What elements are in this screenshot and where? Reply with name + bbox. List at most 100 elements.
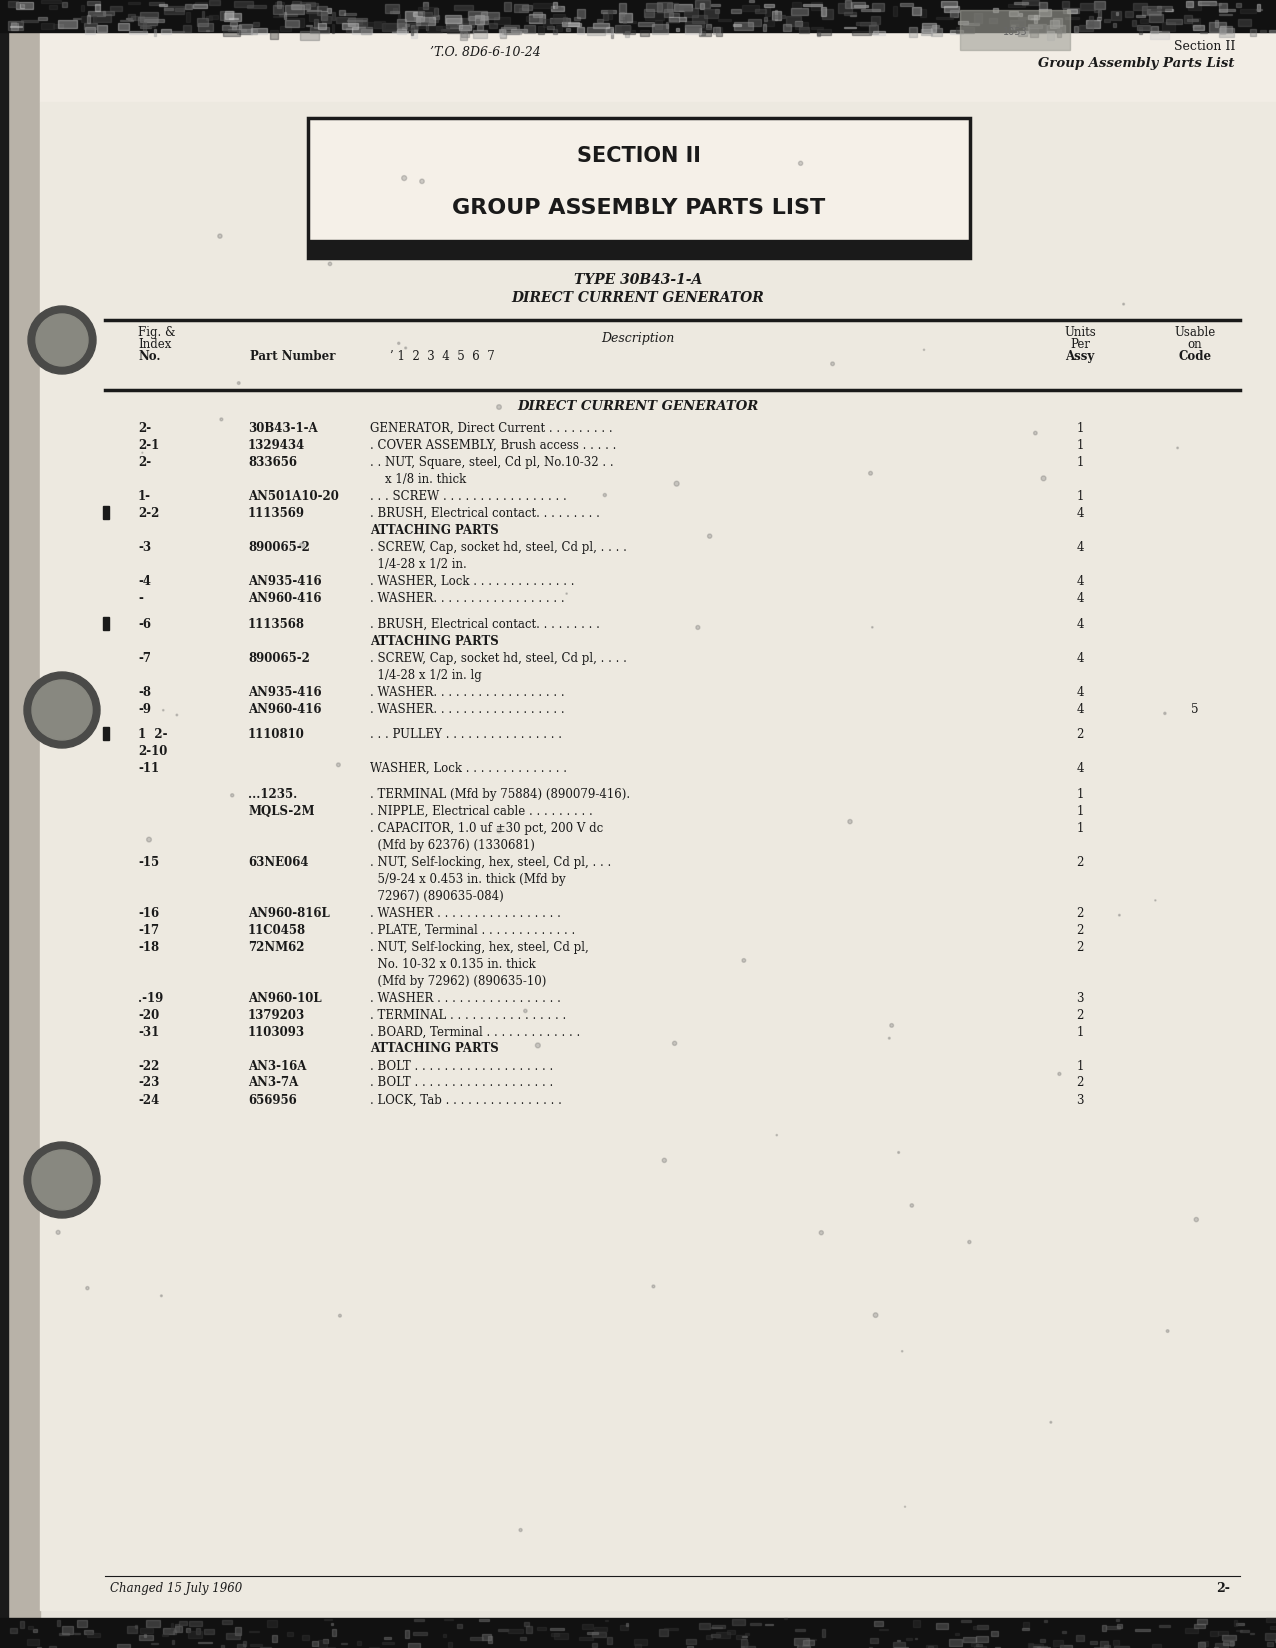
Bar: [619, 13, 632, 21]
Bar: [1201, 1641, 1208, 1646]
Circle shape: [1034, 432, 1037, 435]
Bar: [1113, 1640, 1119, 1645]
Bar: [1057, 30, 1062, 33]
Bar: [577, 26, 583, 33]
Bar: [1215, 1643, 1228, 1648]
Bar: [1215, 20, 1219, 28]
Bar: [300, 31, 319, 40]
Bar: [1136, 1628, 1150, 1632]
Bar: [607, 1638, 612, 1645]
Bar: [582, 1623, 593, 1630]
Text: DIRECT CURRENT GENERATOR: DIRECT CURRENT GENERATOR: [512, 292, 764, 305]
Bar: [1197, 1620, 1207, 1625]
Bar: [1035, 1646, 1040, 1648]
Text: . PLATE, Terminal . . . . . . . . . . . . .: . PLATE, Terminal . . . . . . . . . . . …: [370, 923, 575, 936]
Bar: [342, 23, 359, 28]
Bar: [1193, 25, 1203, 30]
Bar: [592, 1632, 606, 1638]
Bar: [1040, 1640, 1045, 1641]
Bar: [551, 5, 564, 10]
Bar: [501, 31, 521, 33]
Bar: [419, 7, 438, 15]
Bar: [803, 3, 823, 7]
Bar: [323, 1640, 328, 1643]
Bar: [623, 30, 634, 35]
Bar: [667, 18, 678, 21]
Bar: [1150, 31, 1169, 40]
Circle shape: [56, 1231, 60, 1234]
Text: 63NE064: 63NE064: [248, 855, 309, 868]
Bar: [448, 1641, 452, 1648]
Bar: [182, 25, 190, 31]
Bar: [0, 0, 8, 1648]
Text: 1: 1: [1077, 456, 1083, 470]
Text: 2-: 2-: [1216, 1582, 1230, 1595]
Text: GENERATOR, Direct Current . . . . . . . . .: GENERATOR, Direct Current . . . . . . . …: [370, 422, 612, 435]
Bar: [357, 1641, 361, 1645]
Bar: [587, 26, 605, 35]
Bar: [901, 3, 914, 5]
Bar: [445, 15, 461, 23]
Text: 1: 1: [1077, 489, 1083, 503]
Text: 1053: 1053: [1003, 26, 1027, 36]
Text: MQLS-2M: MQLS-2M: [248, 804, 314, 817]
Circle shape: [898, 1152, 900, 1154]
Bar: [501, 26, 517, 28]
Bar: [638, 21, 655, 26]
Circle shape: [231, 794, 234, 798]
Circle shape: [707, 534, 712, 539]
Bar: [273, 5, 282, 13]
Text: 2: 2: [1077, 728, 1083, 742]
Bar: [165, 5, 184, 13]
Bar: [237, 1645, 245, 1648]
Text: Per: Per: [1071, 338, 1090, 351]
Circle shape: [337, 763, 341, 766]
Bar: [291, 3, 310, 8]
Text: AN960-416: AN960-416: [248, 592, 322, 605]
Bar: [658, 1630, 667, 1636]
Bar: [822, 1630, 826, 1636]
Text: Units: Units: [1064, 326, 1096, 339]
Bar: [138, 16, 157, 25]
Bar: [332, 23, 334, 33]
Bar: [221, 1645, 225, 1648]
Circle shape: [1058, 1073, 1060, 1076]
Bar: [1224, 1640, 1234, 1645]
Text: 2-: 2-: [138, 456, 151, 470]
Bar: [923, 26, 930, 33]
Text: SECTION II: SECTION II: [577, 147, 701, 166]
Bar: [684, 8, 698, 16]
Bar: [314, 20, 318, 28]
Bar: [434, 15, 439, 20]
Bar: [553, 30, 558, 35]
Bar: [232, 26, 236, 30]
Bar: [1078, 25, 1094, 31]
Bar: [417, 18, 420, 25]
Bar: [250, 1630, 259, 1633]
Bar: [481, 1633, 491, 1640]
Bar: [564, 23, 581, 25]
Bar: [82, 16, 96, 21]
Bar: [144, 1633, 147, 1636]
Bar: [711, 3, 720, 7]
Text: 1: 1: [1077, 821, 1083, 834]
Bar: [300, 2, 315, 7]
Bar: [84, 1630, 93, 1633]
Bar: [244, 1641, 246, 1646]
Bar: [1022, 1628, 1030, 1630]
Bar: [77, 1620, 87, 1627]
Bar: [1138, 26, 1142, 33]
Bar: [84, 28, 94, 35]
Text: ATTACHING PARTS: ATTACHING PARTS: [370, 634, 499, 648]
Text: Part Number: Part Number: [250, 349, 336, 363]
Circle shape: [889, 1023, 893, 1027]
Text: . WASHER. . . . . . . . . . . . . . . . . .: . WASHER. . . . . . . . . . . . . . . . …: [370, 686, 564, 699]
Bar: [957, 21, 968, 25]
Bar: [346, 28, 352, 31]
Bar: [37, 16, 47, 20]
Bar: [500, 30, 507, 38]
Circle shape: [967, 1241, 971, 1244]
Bar: [397, 20, 406, 28]
Text: 1: 1: [1077, 804, 1083, 817]
Text: AN960-416: AN960-416: [248, 702, 322, 715]
